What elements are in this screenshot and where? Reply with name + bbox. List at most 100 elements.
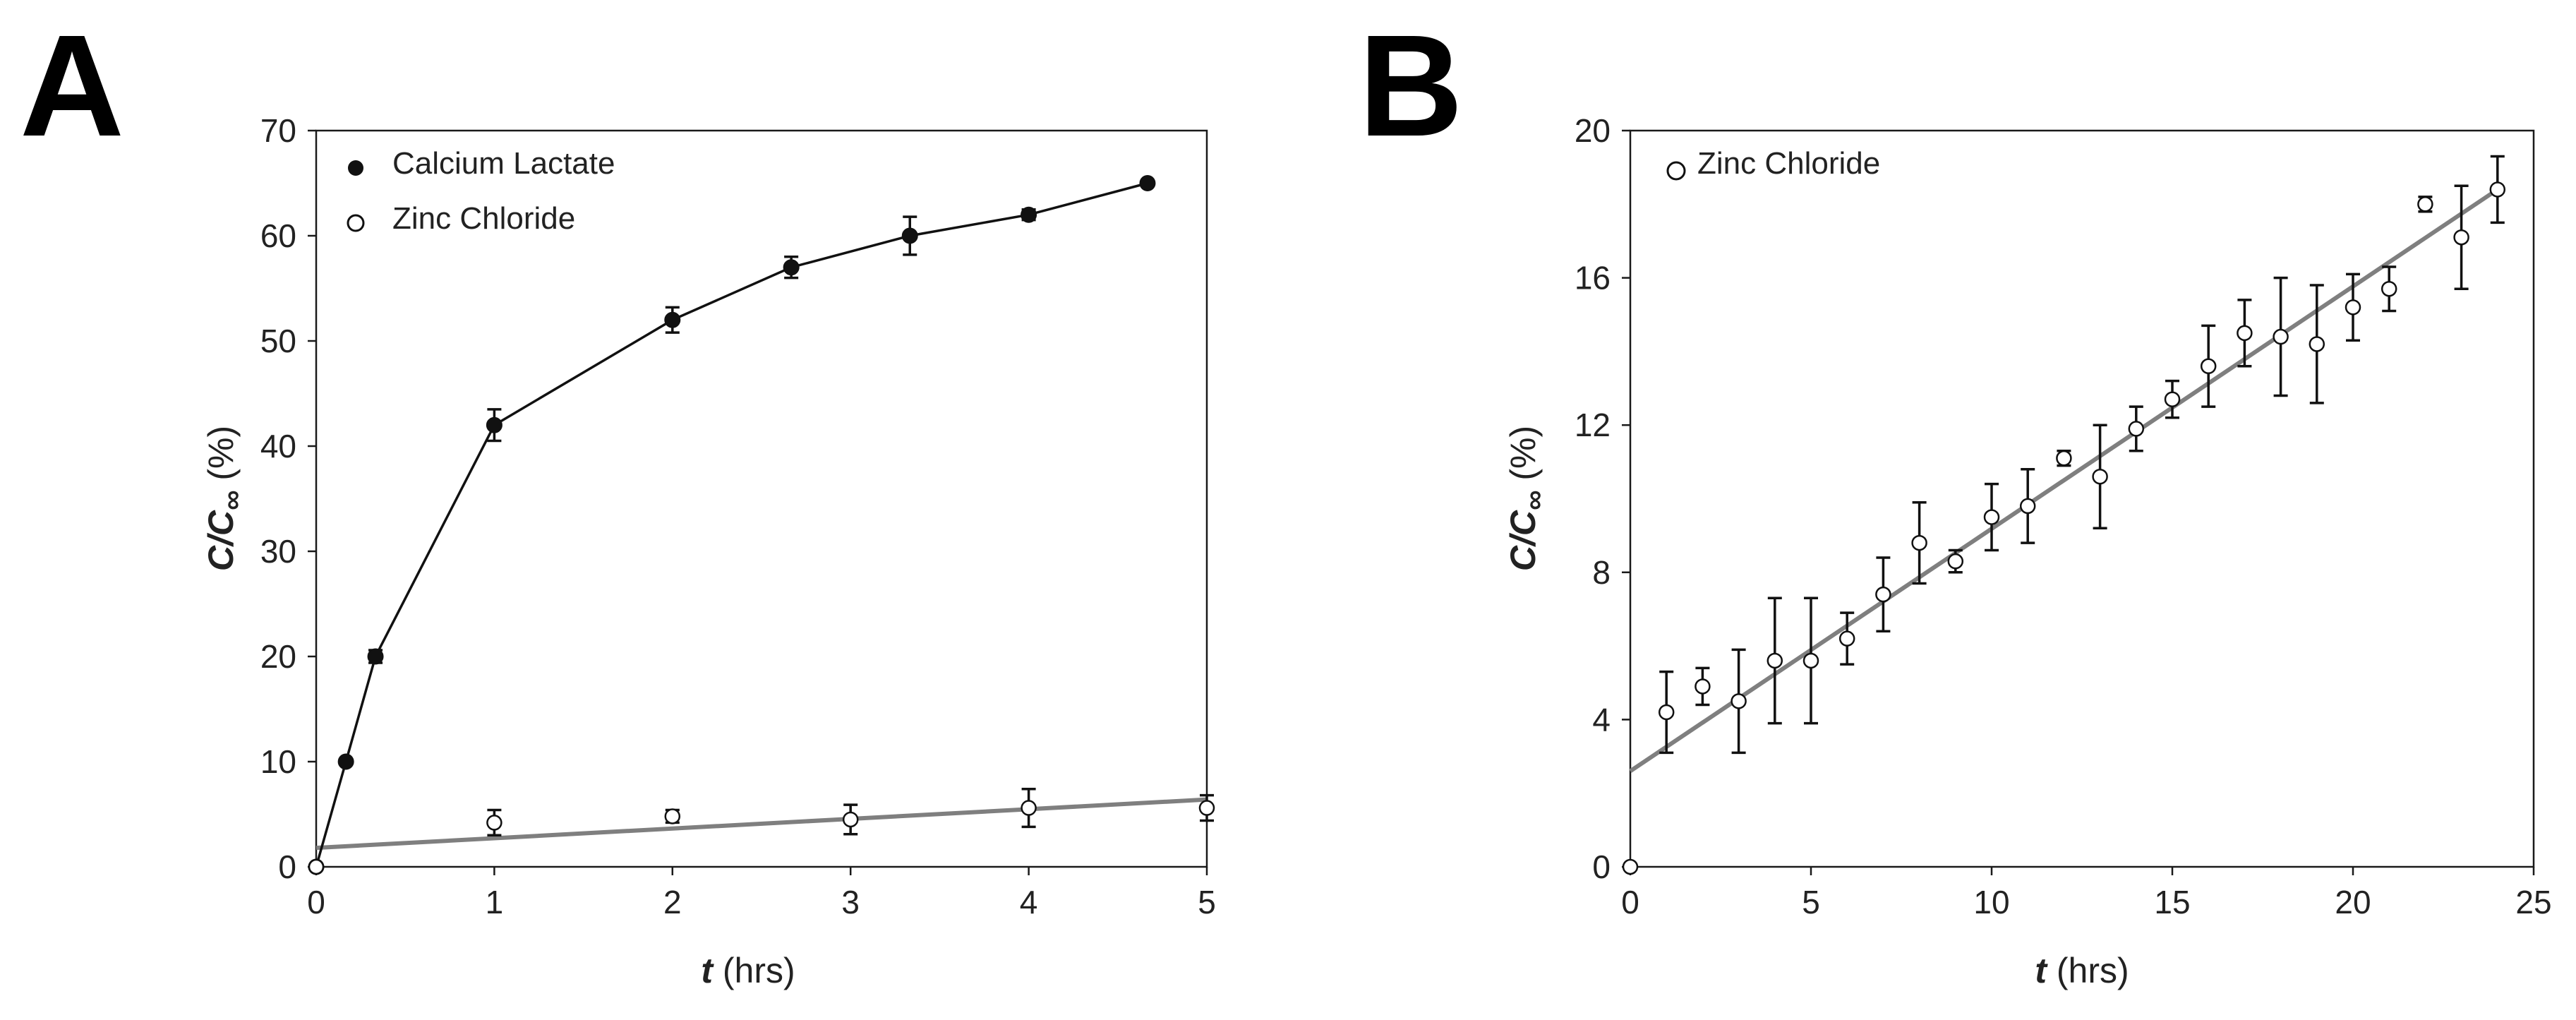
panel-b-zinc-chloride-point [1622,858,1639,875]
panel-a-zinc-chloride-point [1198,800,1215,816]
panel-a-calcium-lactate-line [315,181,1148,868]
panel-b-x-tick-label: 20 [2335,884,2371,920]
panel-a-y-axis-title: C/C∞ (%) [201,426,248,571]
panel-b-plot [1622,155,2506,875]
panel-b-x-tick-label: 15 [2154,884,2190,920]
legend-marker-zinc-chloride [347,214,365,232]
panel-a-calcium-lactate-point [783,259,800,276]
panel-a-y-tick-label: 0 [278,848,296,885]
panel-a-plot [308,175,1215,875]
panel-a-zinc-chloride-point [842,811,859,828]
panel-a-zinc-chloride-point [1021,800,1037,816]
legend-label-zinc-chloride: Zinc Chloride [392,201,575,236]
legend-label-calcium-lactate: Calcium Lactate [392,146,615,181]
panel-b-y-tick-label: 12 [1575,407,1611,443]
panel-b-zinc-chloride-point [1695,678,1711,695]
panel-b-zinc-chloride-point [1731,693,1747,709]
panel-b-x-var: t [2035,951,2048,990]
panel-b-zinc-chloride-point [2164,391,2181,407]
panel-b-zinc-chloride-point [2128,421,2145,437]
panel-b-x-tick-label: 10 [1973,884,2009,920]
panel-b-zinc-chloride-point [1838,630,1855,647]
panel-b-zinc-chloride-point [1875,586,1891,603]
panel-b-zinc-chloride-point [1802,652,1819,669]
panel-a-calcium-lactate-point [664,311,681,328]
panel-b-zinc-chloride-point [2200,358,2217,375]
panel-a-frame [315,129,1208,868]
panel-a-fit-line [315,797,1208,851]
panel-b-zinc-chloride-point [2381,280,2397,297]
panel-a-x-var: t [701,951,714,990]
panel-b-zinc-chloride-point [2489,181,2506,198]
panel-a-calcium-lactate-point [901,227,918,244]
legend-label-zinc-chloride-b: Zinc Chloride [1697,146,1880,181]
panel-b-x-axis-title: t (hrs) [2035,951,2129,990]
panel-a-x-tick-label: 1 [486,884,504,920]
panel-a-legend: Calcium Lactate Zinc Chloride [347,146,615,236]
panel-b-zinc-chloride-point [2309,336,2325,352]
panel-a-x-unit: (hrs) [713,951,795,990]
panel-a-y-tick-label: 30 [260,533,296,570]
panel-b-x-unit: (hrs) [2047,951,2129,990]
panel-b-zinc-chloride-point [2237,325,2253,342]
panel-a-y-tick-label: 40 [260,428,296,464]
panel-b: B 0 5 10 15 20 25 0 4 8 12 16 20 Zinc Chloride t (h… [1359,5,2552,990]
panel-b-y-tick-label: 4 [1592,701,1611,738]
panel-b-y-sub: ∞ [1519,491,1550,511]
panel-a-zinc-chloride-point [308,858,325,875]
panel-a-y-unit: (%) [201,426,241,491]
panel-a-y-tick-label: 70 [260,112,296,149]
panel-a-x-tick-label: 4 [1020,884,1038,920]
panel-b-x-tick-label: 5 [1802,884,1820,920]
panel-a-x-tick-label: 2 [663,884,682,920]
panel-b-zinc-chloride-point [1983,509,2000,525]
panel-b-y-main: C/C [1503,510,1543,571]
panel-a-calcium-lactate-point [367,648,384,665]
panel-a-x-tick-label: 5 [1198,884,1216,920]
panel-a-calcium-lactate-point [337,753,354,770]
panel-b-y-tick-label: 0 [1592,848,1611,885]
panel-b-zinc-chloride-point [2056,450,2072,467]
panel-b-zinc-chloride-point [1911,534,1927,551]
panel-b-y-axis-title: C/C∞ (%) [1503,426,1550,571]
panel-b-zinc-chloride-point [1767,652,1783,669]
panel-a-calcium-lactate-point [1139,175,1156,191]
panel-b-label: B [1359,5,1463,167]
panel-b-zinc-chloride-point [1947,553,1964,570]
panel-b-zinc-chloride-point [2453,229,2469,246]
panel-b-axes: 0 5 10 15 20 25 0 4 8 12 16 20 [1575,112,2552,920]
legend-marker-calcium-lactate [348,160,363,176]
panel-b-x-tick-label: 0 [1621,884,1639,920]
panel-b-zinc-chloride-point [2092,468,2108,485]
panel-b-y-tick-label: 8 [1592,554,1611,591]
panel-a-zinc-chloride-point [486,815,502,831]
panel-b-legend: Zinc Chloride [1666,146,1880,181]
panel-a-y-tick-label: 10 [260,743,296,780]
panel-b-zinc-chloride-point [2417,196,2433,212]
panel-a-x-tick-label: 3 [841,884,860,920]
panel-a-y-tick-label: 20 [260,638,296,675]
panel-b-x-tick-label: 25 [2515,884,2551,920]
panel-b-zinc-chloride-point [2019,498,2036,515]
panel-b-zinc-chloride-point [2345,299,2361,316]
panel-b-fit-line [1629,187,2499,773]
panel-a-x-axis-title: t (hrs) [701,951,795,990]
panel-b-y-unit: (%) [1503,426,1543,491]
panel-a-calcium-lactate-point [1021,206,1037,223]
panel-a-x-tick-label: 0 [307,884,325,920]
panel-b-zinc-chloride-point [1658,704,1675,721]
panel-a-y-tick-label: 50 [260,323,296,359]
panel-b-y-tick-label: 16 [1575,260,1611,296]
panel-b-frame [1629,129,2535,868]
panel-a-label: A [20,5,124,167]
panel-a-y-tick-label: 60 [260,217,296,254]
panel-a-y-sub: ∞ [217,491,248,511]
panel-a-calcium-lactate-point [486,416,502,433]
panel-a-y-main: C/C [201,510,241,571]
panel-b-zinc-chloride-point [2273,328,2289,345]
legend-marker-zinc-chloride-b [1666,161,1686,181]
